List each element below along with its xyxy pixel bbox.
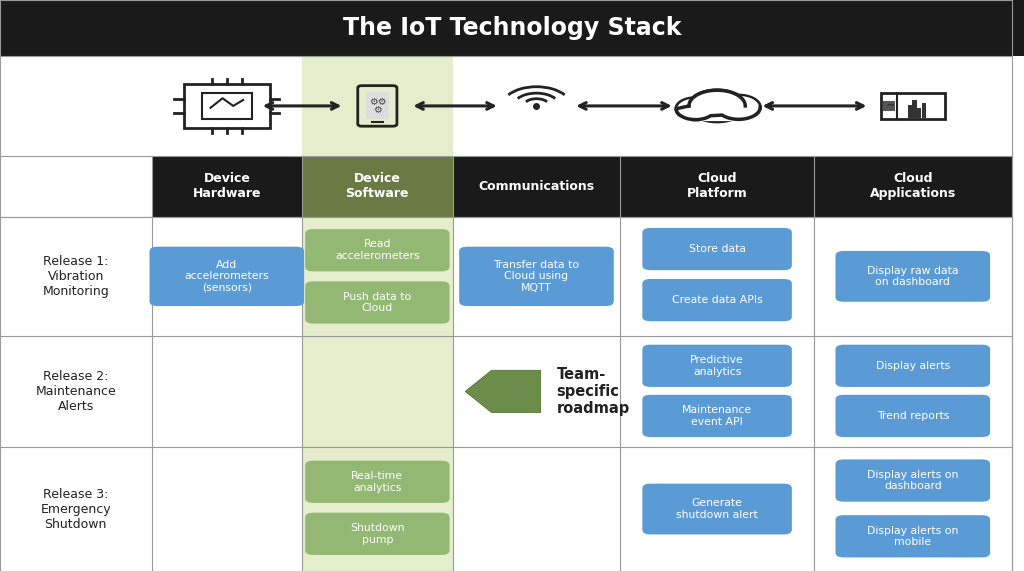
Text: Display alerts on
dashboard: Display alerts on dashboard bbox=[867, 470, 958, 492]
Text: Read
accelerometers: Read accelerometers bbox=[335, 239, 420, 261]
Text: Display alerts: Display alerts bbox=[876, 361, 950, 371]
Text: Display alerts on
mobile: Display alerts on mobile bbox=[867, 525, 958, 547]
Text: Trend reports: Trend reports bbox=[877, 411, 949, 421]
FancyBboxPatch shape bbox=[642, 484, 792, 534]
FancyBboxPatch shape bbox=[305, 229, 450, 271]
Text: Store data: Store data bbox=[688, 244, 745, 254]
Text: Shutdown
pump: Shutdown pump bbox=[350, 523, 404, 545]
FancyBboxPatch shape bbox=[642, 279, 792, 321]
Text: ~: ~ bbox=[886, 101, 895, 111]
FancyBboxPatch shape bbox=[907, 105, 912, 118]
Text: ⚙: ⚙ bbox=[373, 105, 382, 115]
Text: Maintenance
event API: Maintenance event API bbox=[682, 405, 753, 427]
FancyBboxPatch shape bbox=[836, 345, 990, 387]
Circle shape bbox=[690, 91, 744, 121]
FancyBboxPatch shape bbox=[302, 56, 453, 571]
Text: Communications: Communications bbox=[478, 180, 595, 193]
FancyBboxPatch shape bbox=[642, 345, 792, 387]
FancyBboxPatch shape bbox=[642, 228, 792, 270]
Text: Generate
shutdown alert: Generate shutdown alert bbox=[676, 498, 758, 520]
FancyBboxPatch shape bbox=[0, 0, 1024, 56]
FancyBboxPatch shape bbox=[305, 513, 450, 555]
FancyBboxPatch shape bbox=[916, 108, 922, 118]
FancyBboxPatch shape bbox=[883, 100, 895, 111]
FancyBboxPatch shape bbox=[459, 247, 613, 306]
FancyBboxPatch shape bbox=[152, 156, 1012, 217]
Text: Device
Software: Device Software bbox=[345, 172, 410, 200]
Text: Team-
specific
roadmap: Team- specific roadmap bbox=[557, 367, 630, 416]
Text: Add
accelerometers
(sensors): Add accelerometers (sensors) bbox=[184, 260, 269, 293]
Text: Display raw data
on dashboard: Display raw data on dashboard bbox=[867, 266, 958, 287]
Text: Predictive
analytics: Predictive analytics bbox=[690, 355, 744, 377]
FancyBboxPatch shape bbox=[912, 100, 916, 118]
Text: Release 3:
Emergency
Shutdown: Release 3: Emergency Shutdown bbox=[41, 488, 111, 530]
Text: Release 1:
Vibration
Monitoring: Release 1: Vibration Monitoring bbox=[42, 255, 110, 298]
Text: The IoT Technology Stack: The IoT Technology Stack bbox=[343, 16, 681, 40]
FancyBboxPatch shape bbox=[302, 156, 453, 217]
Text: Device
Hardware: Device Hardware bbox=[193, 172, 261, 200]
Polygon shape bbox=[465, 370, 541, 413]
FancyBboxPatch shape bbox=[836, 395, 990, 437]
Circle shape bbox=[677, 98, 714, 119]
FancyBboxPatch shape bbox=[150, 247, 304, 306]
Text: Transfer data to
Cloud using
MQTT: Transfer data to Cloud using MQTT bbox=[494, 260, 580, 293]
FancyBboxPatch shape bbox=[836, 515, 990, 557]
FancyBboxPatch shape bbox=[305, 461, 450, 503]
FancyBboxPatch shape bbox=[0, 156, 152, 571]
FancyBboxPatch shape bbox=[642, 395, 792, 437]
Circle shape bbox=[718, 96, 759, 119]
Text: Cloud
Platform: Cloud Platform bbox=[687, 172, 748, 200]
Text: Push data to
Cloud: Push data to Cloud bbox=[343, 292, 412, 313]
FancyBboxPatch shape bbox=[367, 93, 388, 119]
FancyBboxPatch shape bbox=[922, 103, 926, 118]
Text: Create data APIs: Create data APIs bbox=[672, 295, 763, 305]
Text: ⚙⚙: ⚙⚙ bbox=[369, 96, 386, 107]
FancyBboxPatch shape bbox=[836, 460, 990, 502]
Text: Real-time
analytics: Real-time analytics bbox=[351, 471, 403, 493]
FancyBboxPatch shape bbox=[305, 282, 450, 324]
Text: Cloud
Applications: Cloud Applications bbox=[869, 172, 956, 200]
Text: Release 2:
Maintenance
Alerts: Release 2: Maintenance Alerts bbox=[36, 370, 116, 413]
FancyBboxPatch shape bbox=[836, 251, 990, 301]
